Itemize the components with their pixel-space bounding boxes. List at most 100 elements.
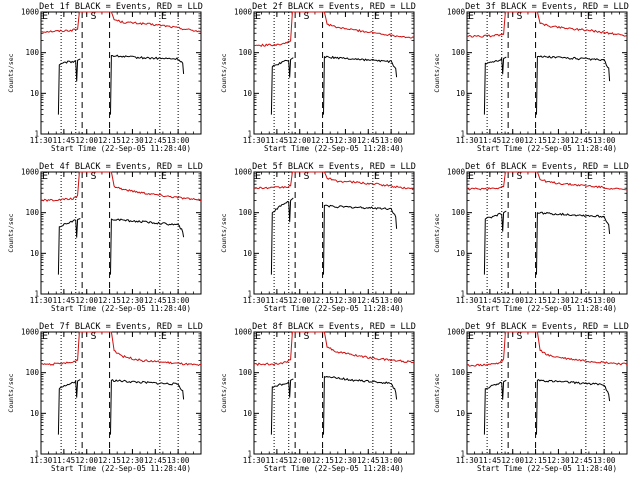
plot-frame <box>40 11 202 135</box>
event-marker-e: E <box>161 171 167 182</box>
x-tick-label: 11:30 <box>30 136 53 145</box>
y-tick-label: 1000 <box>234 8 253 17</box>
y-tick-label: 1000 <box>21 328 40 337</box>
y-tick-label: 100 <box>25 368 39 377</box>
x-tick-label: 12:15 <box>524 456 547 465</box>
x-tick-label: 12:30 <box>334 136 357 145</box>
events-rate-line <box>483 379 507 435</box>
plot-frame <box>253 331 415 455</box>
y-tick-label: 100 <box>451 208 465 217</box>
x-axis-label: Start Time (22-Sep-05 11:28:40) <box>264 464 404 473</box>
event-marker-e: E <box>42 331 48 342</box>
x-tick-label: 12:45 <box>357 136 380 145</box>
y-tick-label: 10 <box>243 89 253 98</box>
x-tick-label: 11:45 <box>479 136 502 145</box>
event-marker-e: E <box>374 171 380 182</box>
chart-title: Det 9f BLACK = Events, RED = LLD <box>465 322 629 332</box>
chart-panel-9: Det 9f BLACK = Events, RED = LLD 1 10 100 10… <box>433 322 629 473</box>
x-tick-label: 12:00 <box>75 456 98 465</box>
x-tick-label: 12:30 <box>547 456 570 465</box>
y-tick-label: 1 <box>247 130 252 139</box>
chart-title: Det 2f BLACK = Events, RED = LLD <box>252 2 416 12</box>
x-tick-label: 12:45 <box>144 136 167 145</box>
chart-panel-4: Det 4f BLACK = Events, RED = LLD 1 10 100 10… <box>7 162 203 313</box>
event-marker-s: S <box>303 171 309 182</box>
x-tick-label: 12:15 <box>524 136 547 145</box>
x-tick-label: 12:45 <box>144 456 167 465</box>
event-marker-s: S <box>90 171 96 182</box>
chart-title: Det 7f BLACK = Events, RED = LLD <box>39 322 203 332</box>
x-tick-label: 11:30 <box>243 456 266 465</box>
x-tick-label: 12:00 <box>288 296 311 305</box>
y-tick-label: 10 <box>243 249 253 258</box>
event-marker-s: S <box>516 11 522 22</box>
x-tick-label: 12:15 <box>98 296 121 305</box>
x-tick-label: 13:00 <box>380 136 403 145</box>
plot-frame <box>466 171 628 295</box>
chart-panel-6: Det 6f BLACK = Events, RED = LLD 1 10 100 10… <box>433 162 629 313</box>
x-tick-label: 12:30 <box>121 456 144 465</box>
events-rate-line <box>57 218 81 275</box>
event-marker-e: E <box>468 11 474 22</box>
x-tick-label: 12:15 <box>98 456 121 465</box>
x-axis-label: Start Time (22-Sep-05 11:28:40) <box>264 304 404 313</box>
y-tick-label: 10 <box>30 89 40 98</box>
event-marker-s: S <box>516 171 522 182</box>
event-marker-s: S <box>516 331 522 342</box>
x-tick-label: 11:30 <box>456 456 479 465</box>
events-rate-line <box>323 55 398 115</box>
events-rate-line <box>110 54 185 115</box>
x-tick-label: 12:30 <box>121 296 144 305</box>
y-tick-label: 1 <box>34 450 39 459</box>
x-tick-label: 12:00 <box>501 456 524 465</box>
event-marker-e: E <box>468 331 474 342</box>
events-rate-line <box>110 218 185 275</box>
y-tick-label: 1000 <box>447 8 466 17</box>
event-marker-e: E <box>42 11 48 22</box>
x-tick-label: 12:45 <box>144 296 167 305</box>
chart-panel-1: Det 1f BLACK = Events, RED = LLD 1 10 100 10… <box>7 2 203 153</box>
event-marker-e: E <box>255 171 261 182</box>
events-rate-line <box>536 55 611 115</box>
y-tick-label: 1 <box>460 130 465 139</box>
y-axis-label: Counts/sec <box>433 53 441 92</box>
x-tick-label: 12:15 <box>524 296 547 305</box>
events-rate-line <box>323 204 398 275</box>
chart-panel-3: Det 3f BLACK = Events, RED = LLD 1 10 100 10… <box>433 2 629 153</box>
lld-rate-line <box>253 171 415 191</box>
plot-frame <box>466 11 628 135</box>
x-tick-label: 11:45 <box>266 456 289 465</box>
x-tick-label: 11:45 <box>53 136 76 145</box>
y-axis-label: Counts/sec <box>7 373 15 412</box>
event-marker-e: E <box>587 171 593 182</box>
lld-rate-line <box>40 171 202 202</box>
x-tick-label: 11:30 <box>243 136 266 145</box>
y-axis-label: Counts/sec <box>433 373 441 412</box>
event-marker-e: E <box>374 11 380 22</box>
x-axis-label: Start Time (22-Sep-05 11:28:40) <box>477 144 617 153</box>
x-tick-label: 12:00 <box>75 296 98 305</box>
y-tick-label: 1 <box>34 130 39 139</box>
lld-rate-line <box>40 11 202 33</box>
x-tick-label: 13:00 <box>167 296 190 305</box>
y-tick-label: 1000 <box>447 168 466 177</box>
x-axis-label: Start Time (22-Sep-05 11:28:40) <box>51 464 191 473</box>
chart-panel-8: Det 8f BLACK = Events, RED = LLD 1 10 100 10… <box>220 322 416 473</box>
x-axis-label: Start Time (22-Sep-05 11:28:40) <box>477 304 617 313</box>
event-marker-s: S <box>90 331 96 342</box>
event-marker-e: E <box>587 331 593 342</box>
x-axis-label: Start Time (22-Sep-05 11:28:40) <box>477 464 617 473</box>
event-marker-e: E <box>468 171 474 182</box>
chart-panel-7: Det 7f BLACK = Events, RED = LLD 1 10 100 10… <box>7 322 203 473</box>
chart-title: Det 4f BLACK = Events, RED = LLD <box>39 162 203 172</box>
event-marker-e: E <box>161 331 167 342</box>
event-marker-e: E <box>587 11 593 22</box>
y-axis-label: Counts/sec <box>220 53 228 92</box>
x-tick-label: 13:00 <box>593 296 616 305</box>
y-axis-label: Counts/sec <box>220 373 228 412</box>
chart-title: Det 6f BLACK = Events, RED = LLD <box>465 162 629 172</box>
y-tick-label: 10 <box>30 409 40 418</box>
x-tick-label: 12:00 <box>501 296 524 305</box>
y-tick-label: 100 <box>238 368 252 377</box>
